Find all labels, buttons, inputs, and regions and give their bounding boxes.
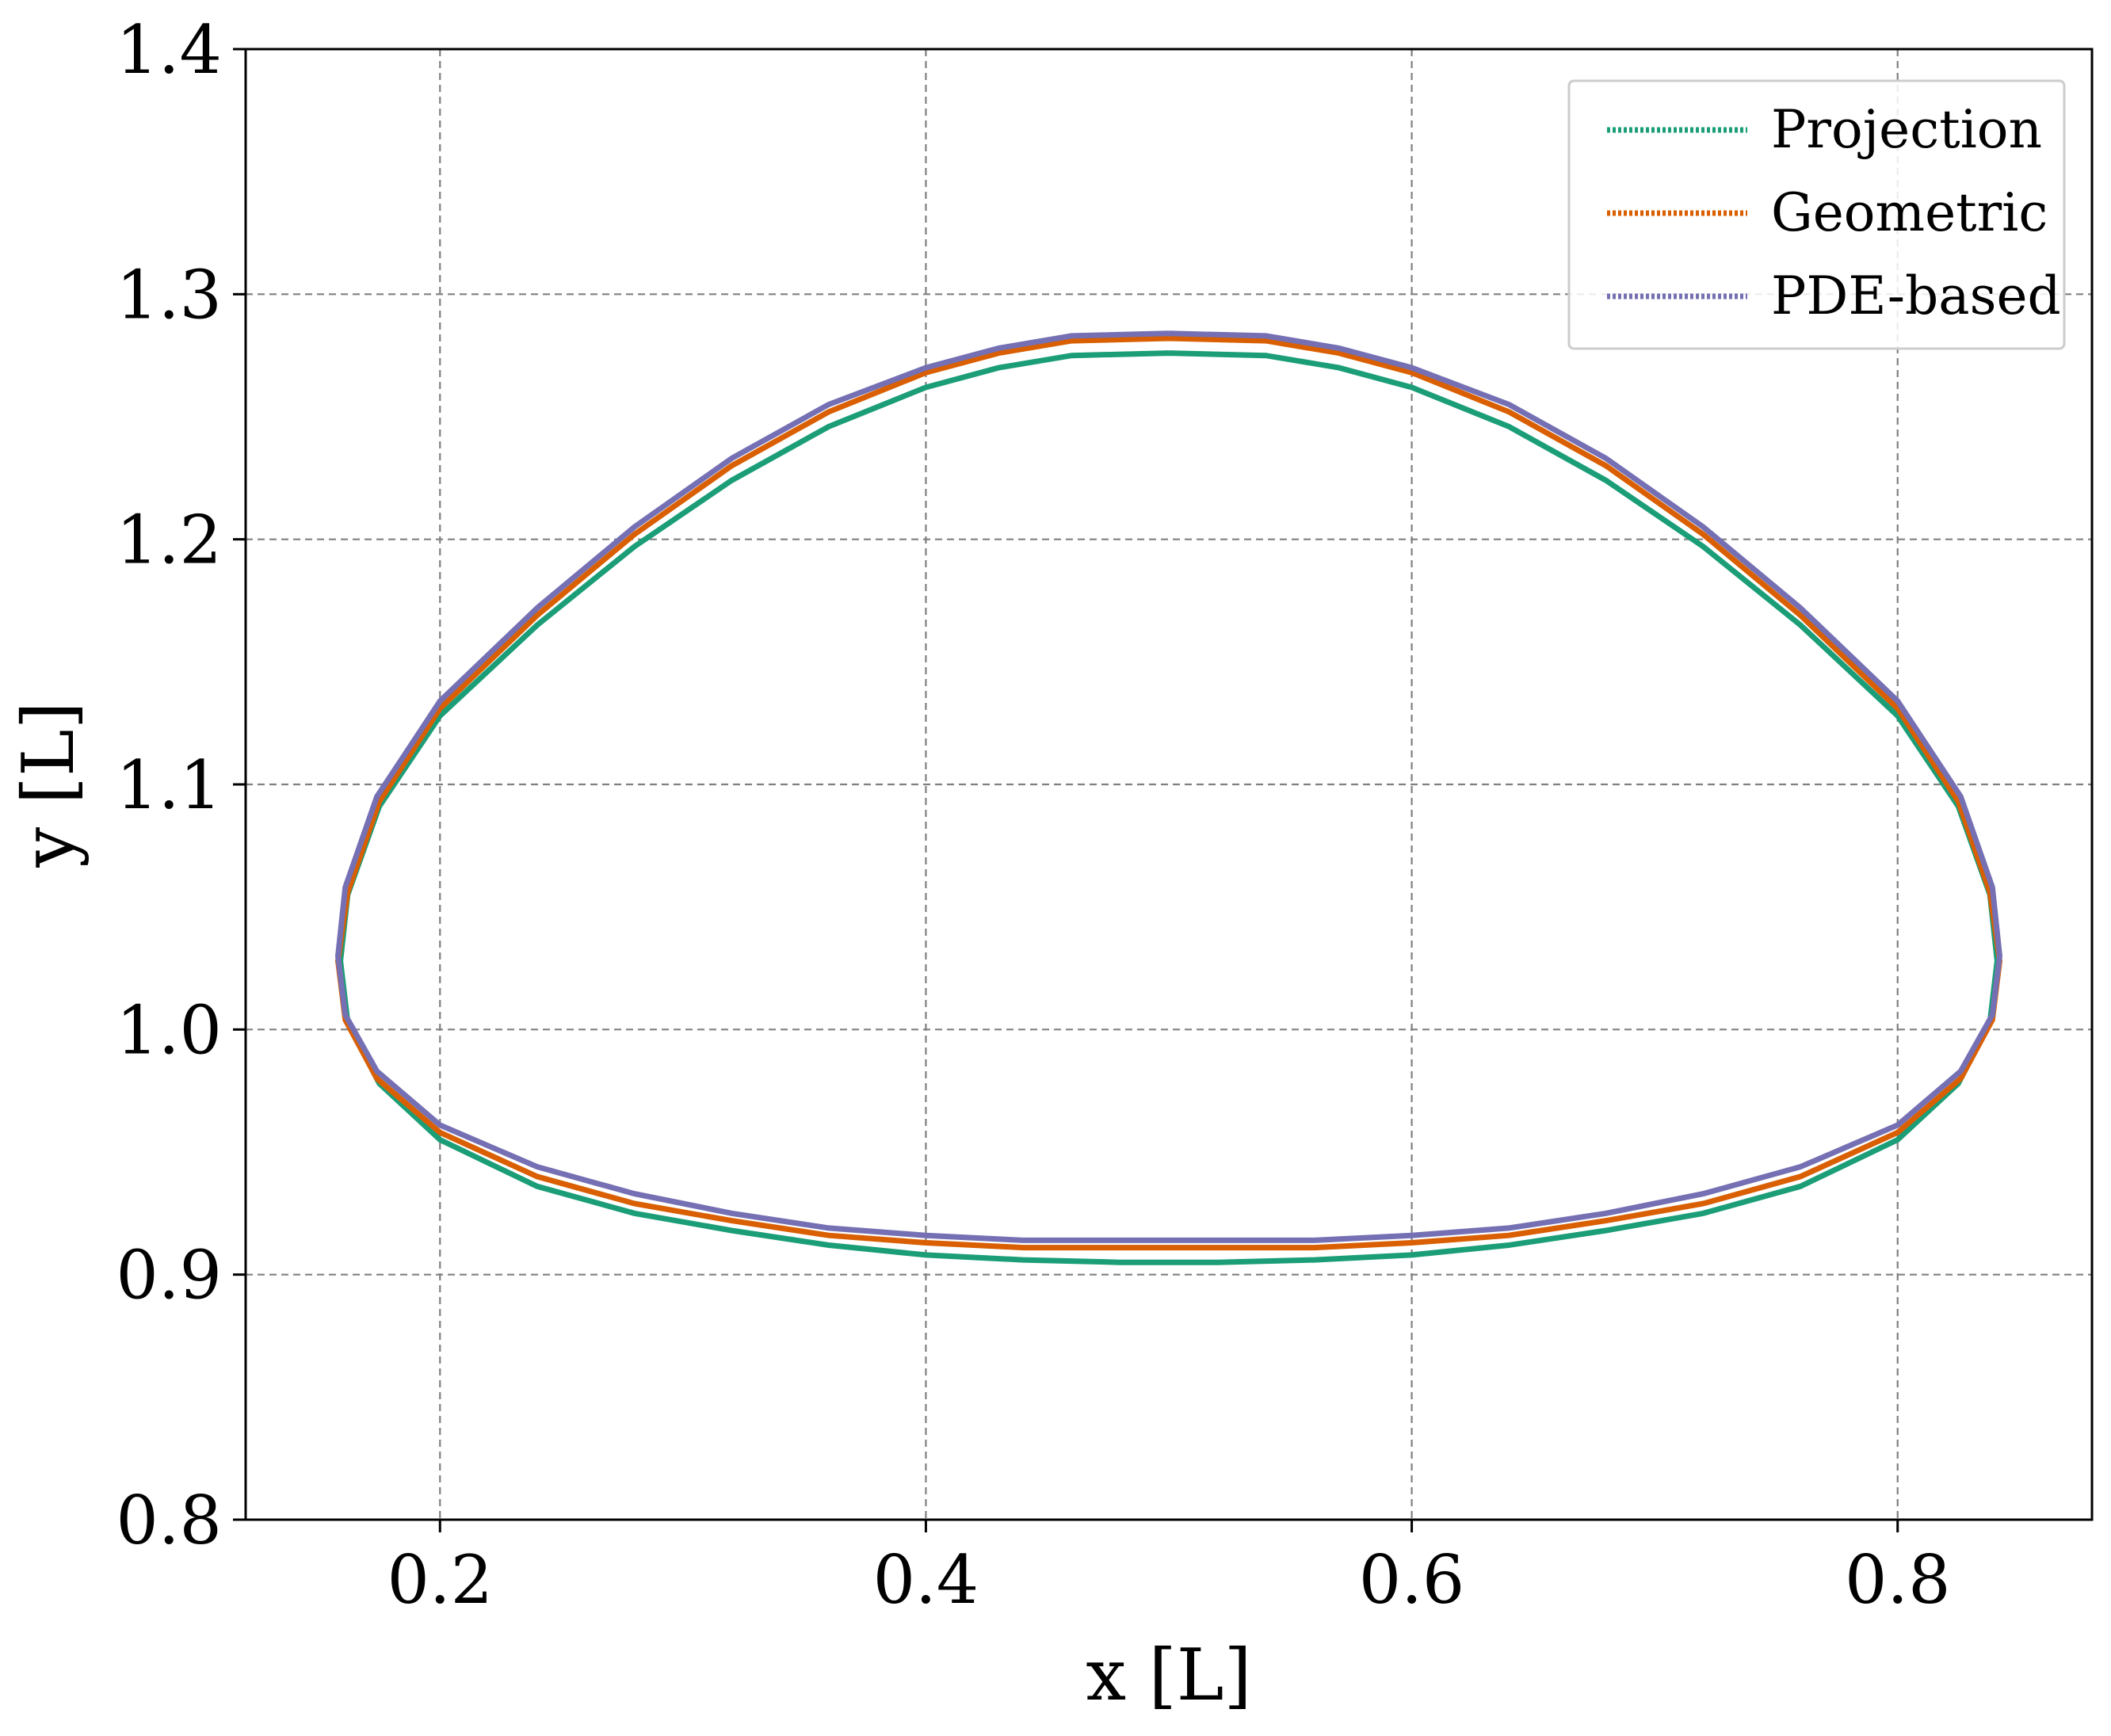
- x-tick-label: 0.4: [873, 1541, 979, 1619]
- legend-label: Geometric: [1771, 182, 2048, 243]
- series-line: [334, 330, 2003, 1243]
- legend: Projection Geometric PDE-based: [1567, 79, 2066, 350]
- x-axis-label: x [L]: [1086, 1634, 1251, 1717]
- y-tick-label: 1.1: [116, 746, 222, 824]
- ticks: [233, 48, 1899, 1532]
- series-line: [334, 335, 2003, 1251]
- tick-labels: 0.2 0.4 0.6 0.8 0.8 0.9 1.0 1.1 1.2 1.3 1.4: [116, 11, 1950, 1619]
- x-tick-label: 0.8: [1845, 1541, 1951, 1619]
- y-tick-label: 1.2: [116, 502, 222, 579]
- x-tick-label: 0.6: [1359, 1541, 1465, 1619]
- y-tick-label: 1.4: [116, 11, 222, 89]
- y-tick-label: 1.0: [116, 991, 222, 1069]
- y-tick-label: 0.8: [116, 1482, 222, 1559]
- series-line: [338, 350, 2000, 1265]
- x-tick-label: 0.2: [387, 1541, 493, 1619]
- y-axis-label: y [L]: [7, 701, 90, 868]
- series-layer: [334, 330, 2003, 1265]
- legend-label: Projection: [1771, 99, 2042, 160]
- y-tick-label: 1.3: [116, 256, 222, 334]
- legend-label: PDE-based: [1771, 265, 2061, 326]
- legend-box: [1567, 79, 2066, 350]
- y-tick-label: 0.9: [116, 1237, 222, 1314]
